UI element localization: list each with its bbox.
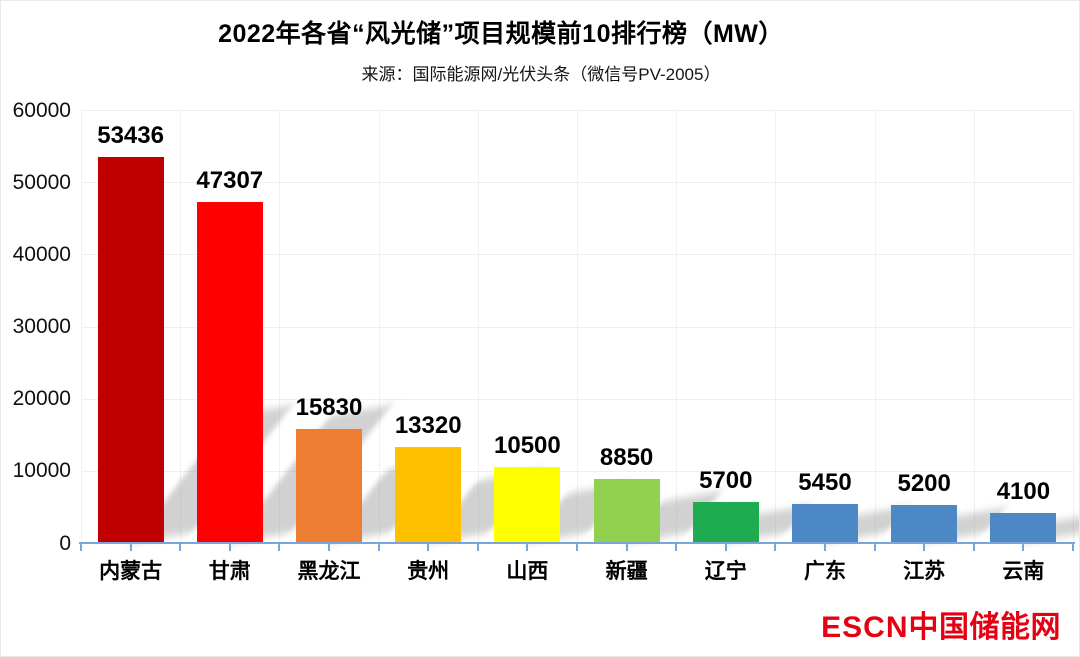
bar-value-label: 53436 — [97, 122, 164, 150]
gridline-vertical — [477, 110, 479, 543]
x-axis-tick — [972, 544, 975, 551]
gridline-vertical — [180, 110, 182, 543]
bar-江苏 — [891, 505, 958, 543]
x-axis-tick — [923, 544, 926, 551]
bar-value-label: 5700 — [699, 466, 753, 494]
escn-logo: ESCN中国储能网 — [821, 602, 1061, 646]
bar-value-label: 5450 — [798, 468, 852, 496]
x-axis-line — [79, 542, 1075, 544]
x-axis-category-label: 辽宁 — [704, 560, 747, 583]
y-axis-tick-label: 40000 — [12, 242, 71, 266]
gridline-vertical — [1073, 110, 1074, 543]
bar-内蒙古 — [97, 157, 164, 543]
logo-chinese-text: 中国储能网 — [908, 611, 1061, 644]
bar-新疆 — [593, 479, 660, 543]
y-axis-tick-label: 50000 — [12, 170, 71, 194]
y-axis-tick-label: 60000 — [12, 98, 71, 122]
bar-山西 — [494, 467, 561, 543]
x-axis-tick — [724, 544, 727, 551]
bar-value-label: 5200 — [897, 470, 951, 498]
x-axis-tick — [427, 544, 430, 551]
x-axis-tick — [774, 544, 777, 551]
y-axis-tick-label: 20000 — [12, 387, 71, 411]
x-axis-tick — [1022, 544, 1025, 551]
x-axis-tick — [129, 544, 132, 551]
bar-value-label: 47307 — [196, 166, 264, 194]
y-axis-tick-label: 30000 — [12, 315, 71, 338]
bar-辽宁 — [692, 501, 759, 543]
gridline-vertical — [81, 110, 82, 543]
x-axis-category-label: 云南 — [1002, 560, 1045, 583]
chart-subtitle: 来源：国际能源网/光伏头条（微信号PV-2005） — [361, 65, 721, 84]
x-axis-category-label: 江苏 — [903, 560, 946, 583]
plot-area: 53436 47307 15830 13320 10500 8850 5700 5450 520… — [81, 110, 1079, 543]
x-axis-category-label: 广东 — [803, 560, 846, 583]
gridline-vertical — [874, 110, 876, 543]
x-axis-tick — [576, 544, 578, 551]
x-axis-tick — [328, 544, 330, 551]
x-axis-tick — [80, 544, 82, 551]
bar-贵州 — [395, 446, 462, 543]
x-axis-category-label: 山西 — [506, 560, 549, 583]
x-axis-tick — [873, 544, 876, 551]
x-axis-tick — [228, 544, 231, 551]
y-axis-tick-label: 10000 — [12, 459, 71, 483]
x-axis-tick — [526, 544, 529, 551]
x-axis-category-label: 新疆 — [605, 560, 648, 583]
gridline-vertical — [279, 110, 281, 543]
x-axis-category-label: 内蒙古 — [99, 560, 163, 583]
x-axis-tick — [824, 544, 826, 551]
bar-value-label: 13320 — [394, 411, 462, 439]
x-axis-tick — [179, 544, 182, 551]
bar-黑龙江 — [296, 428, 362, 543]
x-axis-category-label: 甘肃 — [208, 560, 251, 583]
x-axis-tick — [625, 544, 628, 551]
bar-广东 — [792, 503, 858, 543]
x-axis-category-label: 黑龙江 — [297, 560, 361, 583]
chart-title: 2022年各省“风光储”项目规模前10排行榜（MW） — [218, 20, 784, 48]
bar-value-label: 8850 — [599, 444, 654, 472]
x-axis-tick — [675, 544, 678, 551]
logo-escn-text: ESCN — [821, 611, 909, 644]
x-axis-tick — [278, 544, 281, 551]
y-axis-tick-label: 0 — [59, 531, 71, 555]
gridline-vertical — [973, 110, 975, 543]
bar-value-label: 15830 — [295, 393, 363, 421]
x-axis-tick — [476, 544, 479, 551]
x-axis-tick — [377, 544, 380, 551]
bar-云南 — [990, 513, 1057, 543]
x-axis-tick — [1072, 544, 1074, 551]
x-axis-category-label: 贵州 — [407, 560, 450, 583]
bar-甘肃 — [196, 201, 263, 543]
bar-value-label: 4100 — [996, 478, 1051, 506]
gridline-vertical — [775, 110, 777, 543]
gridline-vertical — [676, 110, 678, 543]
gridline-vertical — [378, 110, 380, 543]
bar-value-label: 10500 — [494, 432, 561, 460]
gridline-vertical — [577, 110, 578, 543]
